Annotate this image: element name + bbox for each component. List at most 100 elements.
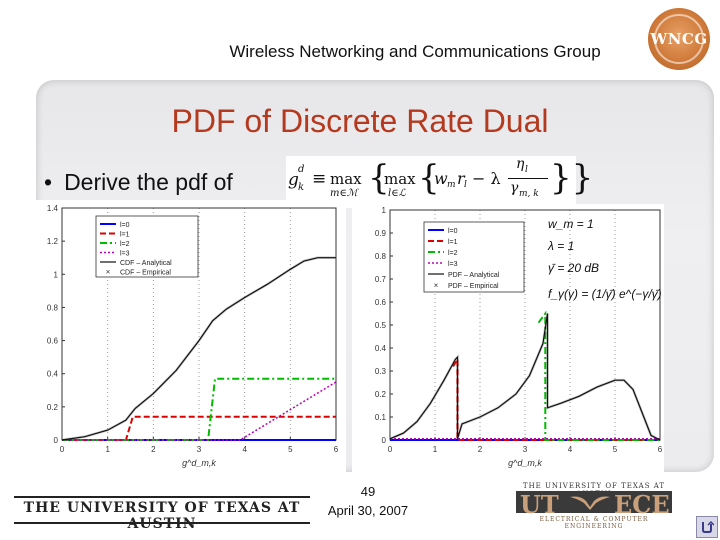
legend-marker: ×: [106, 268, 111, 277]
series-line-l-3: [62, 381, 337, 441]
formula-frac-bar: [508, 178, 548, 179]
series-line-l-1: [452, 356, 660, 441]
wncg-logo: WNCG: [648, 8, 710, 70]
cdf-chart: 0 1 2 3 4 5 6 0 0.2 0.4 0.6 0.8 1 1.2 1.4 g^d_m,k l=0 l=1…: [47, 204, 339, 468]
x-tick-label: 6: [334, 445, 339, 454]
formula-lhs-sup: d: [298, 164, 305, 175]
ece-logo-ece: ECE: [614, 490, 670, 519]
y-tick-label: 0: [54, 436, 59, 445]
x-tick-label: 4: [568, 445, 573, 454]
formula-frac-den: γ: [510, 180, 519, 196]
x-tick-label: 5: [288, 445, 293, 454]
legend-label: PDF – Empirical: [448, 283, 499, 290]
x-axis-label: g^d_m,k: [508, 458, 542, 468]
return-arrow-icon: [702, 520, 714, 533]
legend-box: [423, 221, 525, 293]
y-tick-label: 0.8: [375, 252, 387, 261]
param-pdf: f_γ(γ) = (1/γ̄) e^(−γ/γ̄): [548, 287, 662, 301]
bullet-item: • Derive the pdf of: [44, 169, 233, 196]
ece-logo-ut: UT: [520, 490, 559, 519]
y-tick-label: 1: [382, 206, 387, 215]
bullet-dot-icon: •: [44, 169, 53, 195]
logo-text: WNCG: [650, 30, 708, 48]
y-tick-label: 0.2: [47, 403, 59, 412]
y-tick-label: 0: [382, 436, 387, 445]
formula-lhs-sub: k: [298, 182, 305, 193]
formula-frac-den-sub: m, k: [519, 189, 539, 199]
x-tick-label: 5: [613, 445, 618, 454]
series-line-pdf-analytical: [389, 313, 661, 441]
legend-label: l=1: [448, 239, 458, 246]
formula-term-sub: m: [447, 180, 456, 190]
y-tick-label: 0.9: [375, 229, 387, 238]
ut-ece-logo: THE UNIVERSITY OF TEXAS AT AUSTIN UT ECE…: [510, 482, 678, 530]
x-tick-label: 0: [388, 445, 393, 454]
legend-label: l=0: [120, 222, 130, 229]
y-tick-label: 1.4: [47, 204, 59, 213]
param-wm: w_m = 1: [548, 217, 594, 231]
legend-label: l=2: [120, 241, 130, 248]
pdf-chart: 0 1 2 3 4 5 6 0 0.1 0.2 0.3 0.4 0.5 0.6 0.7 0.8 0.9 1 g^d_…: [375, 206, 663, 468]
y-tick-label: 0.3: [375, 367, 387, 376]
y-tick-label: 0.2: [375, 390, 387, 399]
x-axis-label: g^d_m,k: [182, 458, 216, 468]
series-line-cdf-analytical: [61, 257, 336, 441]
legend-label: l=0: [448, 228, 458, 235]
param-gamma: γ̄ = 20 dB: [548, 261, 599, 275]
legend-label: CDF – Analytical: [120, 260, 172, 267]
bullet-text: Derive the pdf of: [64, 169, 233, 195]
y-tick-label: 0.5: [375, 321, 387, 330]
formula-max-inner-sub: l∈ℒ: [388, 188, 406, 199]
y-tick-label: 0.7: [375, 275, 387, 284]
formula-equiv: ≡: [312, 169, 327, 189]
formula-term-r: r: [457, 169, 465, 188]
y-tick-label: 0.4: [47, 370, 59, 379]
longhorn-icon: [570, 496, 610, 510]
legend-box: [95, 215, 199, 278]
x-tick-label: 1: [105, 445, 110, 454]
formula-brace-inner-open: {: [418, 158, 440, 198]
formula-max-outer-sub: m∈ℳ: [330, 188, 358, 199]
y-tick-label: 1: [54, 270, 59, 279]
formula-brace-close: }}: [550, 158, 594, 198]
formula-max-outer: max: [330, 170, 362, 188]
formula-minus-lambda: − λ: [472, 169, 501, 188]
y-tick-label: 0.1: [375, 413, 387, 422]
legend-label: l=3: [448, 261, 458, 268]
legend-label: PDF – Analytical: [448, 272, 500, 279]
series-line-pdf-empirical: [389, 313, 661, 442]
page-date: April 30, 2007: [327, 503, 409, 518]
x-tick-label: 1: [433, 445, 438, 454]
logo-ring: [654, 14, 704, 64]
param-lambda: λ = 1: [547, 239, 574, 253]
formula-brace-open: {: [368, 158, 390, 198]
home-nav-icon[interactable]: [696, 516, 718, 538]
formula-lhs: g: [288, 170, 299, 190]
formula-frac-num: η: [516, 156, 525, 172]
formula-term: w: [434, 169, 448, 188]
legend-label: CDF – Empirical: [120, 270, 171, 277]
ece-logo-bottom: ELECTRICAL & COMPUTER ENGINEERING: [539, 516, 649, 530]
x-tick-label: 4: [242, 445, 247, 454]
y-tick-label: 0.8: [47, 303, 59, 312]
page-number: 49: [360, 484, 376, 499]
cdf-chart-panel: 0 1 2 3 4 5 6 0 0.2 0.4 0.6 0.8 1 1.2 1.4 g^d_m,k l=0 l=1…: [36, 200, 346, 472]
footer-university: THE UNIVERSITY OF TEXAS AT AUSTIN: [23, 500, 301, 532]
footer-ut-bar: [14, 496, 310, 524]
x-tick-label: 2: [151, 445, 156, 454]
legend-label: l=3: [120, 251, 130, 258]
dual-formula: g d k ≡ max m∈ℳ { max l∈ℒ { w m r l − λ …: [286, 156, 593, 208]
formula-frac-num-sub: l: [525, 165, 528, 175]
legend-marker: ×: [434, 281, 439, 290]
y-tick-label: 0.4: [375, 344, 387, 353]
x-tick-label: 3: [523, 445, 528, 454]
legend-label: l=1: [120, 232, 130, 239]
y-tick-label: 0.6: [375, 298, 387, 307]
y-tick-label: 1.2: [47, 237, 59, 246]
header-title: Wireless Networking and Communications G…: [229, 42, 601, 61]
y-tick-label: 0.6: [47, 337, 59, 346]
x-tick-label: 0: [60, 445, 65, 454]
slide-title: PDF of Discrete Rate Dual: [171, 103, 549, 139]
legend-label: l=2: [448, 250, 458, 257]
x-tick-label: 6: [658, 445, 663, 454]
